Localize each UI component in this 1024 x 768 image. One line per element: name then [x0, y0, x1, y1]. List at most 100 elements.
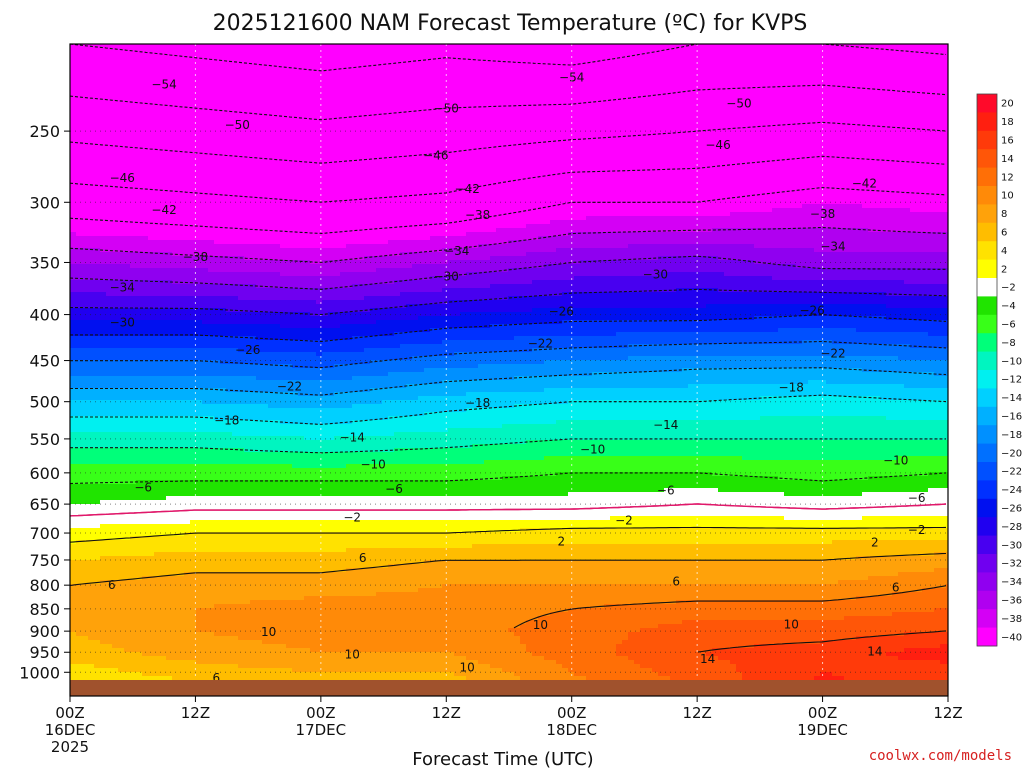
temperature-band-cell — [718, 660, 725, 681]
temperature-band-cell — [778, 344, 785, 357]
temperature-band-cell — [778, 316, 785, 329]
temperature-band-cell — [340, 392, 347, 409]
temperature-band-cell — [730, 476, 737, 493]
temperature-band-cell — [298, 452, 305, 469]
temperature-band-cell — [682, 368, 689, 389]
temperature-band-cell — [124, 556, 131, 581]
temperature-band-cell — [766, 416, 773, 441]
temperature-band-cell — [322, 468, 329, 481]
temperature-band-cell — [676, 624, 683, 681]
temperature-band-cell — [922, 516, 929, 529]
temperature-band-cell — [298, 468, 305, 481]
temperature-band-cell — [652, 372, 659, 389]
temperature-band-cell — [106, 500, 113, 525]
temperature-band-cell — [322, 368, 329, 381]
temperature-band-cell — [466, 44, 473, 233]
temperature-band-cell — [454, 412, 461, 429]
temperature-band-cell — [754, 560, 761, 585]
temperature-band-cell — [550, 376, 557, 389]
temperature-band-cell — [670, 232, 677, 245]
temperature-band-cell — [526, 376, 533, 393]
temperature-band-cell — [910, 476, 917, 493]
temperature-band-cell — [934, 516, 941, 529]
temperature-band-cell — [424, 292, 431, 305]
temperature-band-cell — [490, 340, 497, 353]
temperature-band-cell — [592, 420, 599, 441]
temperature-band-cell — [784, 528, 791, 545]
temperature-band-cell — [862, 268, 869, 281]
temperature-band-cell — [340, 532, 347, 553]
temperature-band-cell — [310, 264, 317, 277]
temperature-band-cell — [154, 388, 161, 401]
temperature-band-cell — [298, 328, 305, 341]
temperature-band-cell — [544, 308, 551, 325]
temperature-band-cell — [394, 480, 401, 497]
temperature-band-cell — [262, 260, 269, 273]
temperature-band-cell — [124, 308, 131, 321]
temperature-band-cell — [304, 300, 311, 313]
temperature-band-cell — [424, 280, 431, 293]
temperature-band-cell — [448, 300, 455, 317]
plot-frame — [69, 43, 949, 697]
temperature-band-cell — [472, 248, 479, 261]
temperature-band-cell — [574, 232, 581, 249]
temperature-band-cell — [262, 480, 269, 497]
contour-label: −14 — [653, 418, 678, 432]
temperature-band-cell — [490, 364, 497, 381]
temperature-band-cell — [562, 220, 569, 237]
temperature-band-cell — [406, 564, 413, 593]
contour-label: −50 — [726, 97, 751, 111]
temperature-band-cell — [934, 648, 941, 661]
temperature-band-cell — [856, 596, 863, 617]
contour-label: 2 — [871, 535, 879, 549]
temperature-band-cell — [862, 280, 869, 293]
temperature-band-cell — [532, 392, 539, 405]
temperature-band-cell — [208, 360, 215, 377]
temperature-band-cell — [724, 456, 731, 477]
temperature-band-cell — [490, 352, 497, 365]
temperature-band-cell — [490, 496, 497, 521]
temperature-band-cell — [496, 312, 503, 325]
temperature-band-cell — [640, 456, 647, 473]
temperature-band-cell — [700, 420, 707, 441]
temperature-band-cell — [436, 588, 443, 653]
temperature-band-cell — [796, 584, 803, 601]
temperature-band-cell — [340, 324, 347, 341]
colorbar-label: −6 — [1001, 320, 1016, 331]
temperature-band-cell — [874, 304, 881, 317]
temperature-band-cell — [268, 668, 275, 681]
temperature-band-cell — [76, 336, 83, 349]
temperature-band-cell — [370, 520, 377, 533]
contour-label-text: −6 — [134, 481, 152, 495]
temperature-band-cell — [766, 368, 773, 385]
temperature-band-cell — [124, 296, 131, 309]
temperature-band-cell — [388, 268, 395, 285]
temperature-band-cell — [334, 468, 341, 481]
temperature-band-cell — [688, 620, 695, 681]
temperature-band-cell — [322, 496, 329, 521]
temperature-band-cell — [580, 260, 587, 277]
temperature-band-cell — [280, 328, 287, 341]
temperature-band-cell — [460, 368, 467, 381]
temperature-band-cell — [88, 640, 95, 665]
temperature-band-cell — [256, 340, 263, 353]
temperature-band-cell — [496, 272, 503, 285]
temperature-band-cell — [472, 260, 479, 273]
temperature-band-cell — [430, 672, 437, 681]
temperature-band-cell — [100, 292, 107, 309]
temperature-band-cell — [208, 336, 215, 349]
temperature-band-cell — [112, 432, 119, 449]
freezing-line — [70, 503, 947, 517]
temperature-band-cell — [310, 652, 317, 673]
temperature-band-cell — [112, 264, 119, 281]
temperature-band-cell — [208, 272, 215, 285]
temperature-band-cell — [808, 584, 815, 601]
temperature-band-cell — [346, 596, 353, 653]
temperature-band-cell — [502, 244, 509, 257]
temperature-band-cell — [826, 440, 833, 461]
temperature-band-cell — [484, 532, 491, 545]
temperature-band-cell — [700, 384, 707, 401]
temperature-band-cell — [790, 528, 797, 545]
temperature-band-cell — [922, 556, 929, 573]
temperature-band-cell — [274, 260, 281, 273]
